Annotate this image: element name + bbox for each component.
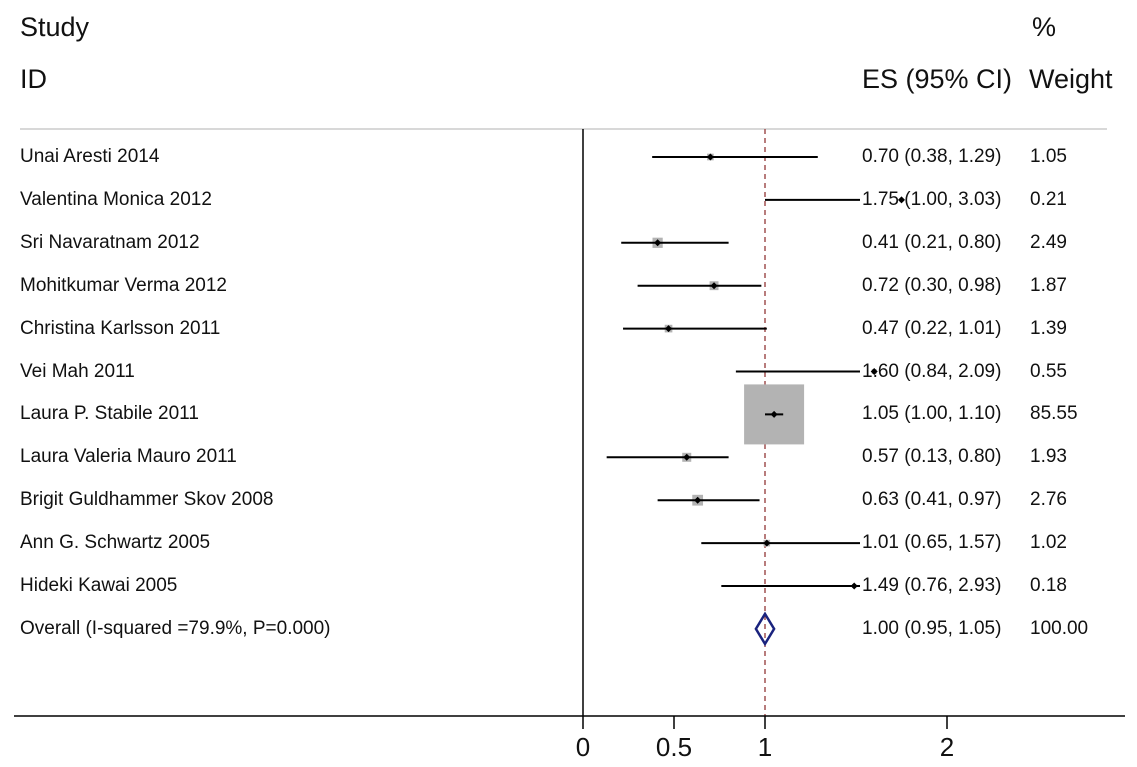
es-header: ES (95% CI) bbox=[862, 64, 1013, 94]
point-estimate bbox=[654, 239, 662, 247]
study-es: 0.63 (0.41, 0.97) bbox=[862, 489, 1002, 511]
study-es: 0.57 (0.13, 0.80) bbox=[862, 446, 1002, 468]
study-name: Mohitkumar Verma 2012 bbox=[20, 274, 227, 296]
study-name: Unai Aresti 2014 bbox=[20, 146, 160, 167]
point-estimate bbox=[665, 325, 673, 333]
study-es: 0.47 (0.22, 1.01) bbox=[862, 317, 1002, 339]
study-es: 0.41 (0.21, 0.80) bbox=[862, 231, 1002, 253]
study-name: Valentina Monica 2012 bbox=[20, 188, 212, 210]
id-header: ID bbox=[20, 64, 47, 94]
study-name: Sri Navaratnam 2012 bbox=[20, 231, 200, 253]
weight-header: Weight bbox=[1029, 64, 1113, 94]
study-weight: 2.49 bbox=[1030, 231, 1067, 253]
overall-label: Overall (I-squared =79.9%, P=0.000) bbox=[20, 617, 331, 639]
study-weight: 1.93 bbox=[1030, 446, 1067, 468]
overall-weight: 100.00 bbox=[1030, 617, 1089, 639]
study-es: 1.49 (0.76, 2.93) bbox=[862, 575, 1002, 596]
study-es: 0.72 (0.30, 0.98) bbox=[862, 274, 1002, 296]
study-weight: 1.05 bbox=[1030, 146, 1067, 167]
study-name: Ann G. Schwartz 2005 bbox=[20, 532, 211, 554]
study-name: Laura P. Stabile 2011 bbox=[20, 403, 199, 425]
overall-diamond bbox=[754, 611, 776, 647]
study-es: 1.75 (1.00, 3.03) bbox=[862, 188, 1002, 210]
study-weight: 0.18 bbox=[1030, 575, 1067, 596]
overall-es: 1.00 (0.95, 1.05) bbox=[862, 617, 1002, 639]
study-name: Vei Mah 2011 bbox=[20, 360, 135, 382]
weight-percent-header: % bbox=[1032, 12, 1057, 42]
study-weight: 1.87 bbox=[1030, 274, 1067, 296]
x-tick-label: 2 bbox=[940, 732, 954, 762]
study-weight: 85.55 bbox=[1030, 403, 1078, 425]
study-weight: 1.02 bbox=[1030, 532, 1067, 554]
study-name: Hideki Kawai 2005 bbox=[20, 575, 178, 596]
study-header: Study bbox=[20, 12, 90, 42]
point-estimate bbox=[850, 582, 858, 590]
x-tick-label: 0 bbox=[576, 732, 590, 762]
study-name: Laura Valeria Mauro 2011 bbox=[20, 446, 237, 468]
point-estimate bbox=[870, 368, 878, 375]
study-weight: 2.76 bbox=[1030, 489, 1067, 511]
study-es: 1.05 (1.00, 1.10) bbox=[862, 403, 1002, 425]
study-name: Christina Karlsson 2011 bbox=[20, 317, 221, 339]
x-tick-label: 0.5 bbox=[656, 732, 692, 762]
point-estimate bbox=[770, 410, 778, 418]
x-tick-label: 1 bbox=[758, 732, 772, 762]
study-weight: 1.39 bbox=[1030, 317, 1067, 339]
study-weight: 0.21 bbox=[1030, 188, 1067, 210]
point-estimate bbox=[710, 282, 718, 290]
study-es: 0.70 (0.38, 1.29) bbox=[862, 146, 1002, 167]
point-estimate bbox=[683, 453, 691, 461]
study-es: 1.60 (0.84, 2.09) bbox=[862, 360, 1002, 382]
study-weight: 0.55 bbox=[1030, 360, 1067, 382]
point-estimate bbox=[763, 539, 771, 547]
point-estimate bbox=[694, 496, 702, 504]
point-estimate bbox=[706, 153, 714, 161]
study-es: 1.01 (0.65, 1.57) bbox=[862, 532, 1002, 554]
point-estimate bbox=[898, 196, 905, 204]
study-name: Brigit Guldhammer Skov 2008 bbox=[20, 489, 274, 511]
